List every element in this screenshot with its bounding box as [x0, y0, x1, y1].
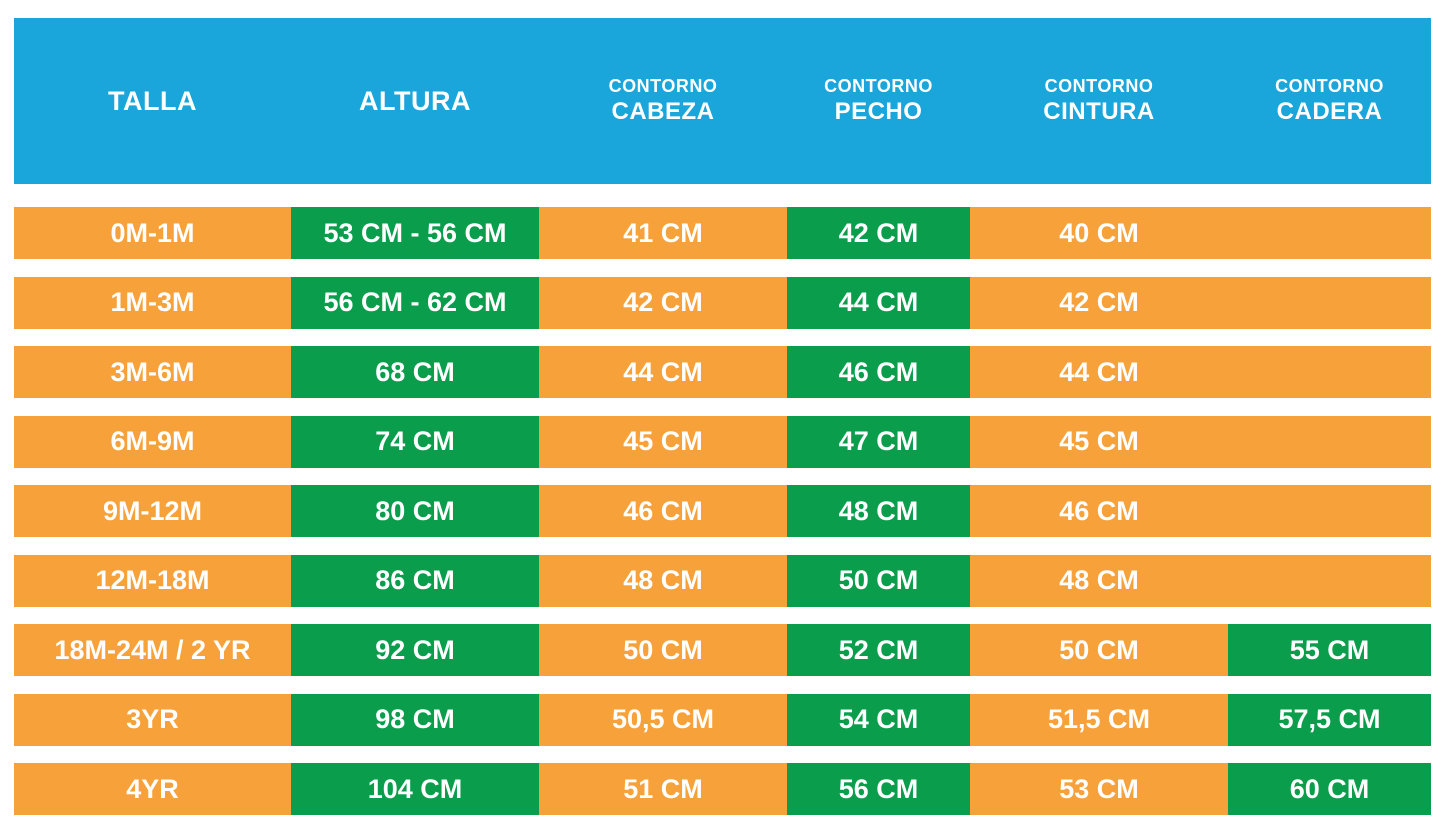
cell-cabeza: 50,5 CM: [539, 693, 787, 746]
cell-altura: 98 CM: [291, 693, 539, 746]
cell-cintura: 45 CM: [970, 415, 1228, 468]
cell-cadera: [1228, 485, 1431, 537]
cell-talla: 12M-18M: [14, 554, 291, 607]
cell-pecho: 47 CM: [787, 415, 970, 468]
cell-pecho: 50 CM: [787, 554, 970, 607]
cell-cintura: 53 CM: [970, 763, 1228, 815]
cell-cabeza: 45 CM: [539, 415, 787, 468]
cell-cadera: 55 CM: [1228, 624, 1431, 676]
header-cell-contorno-cabeza: CONTORNO CABEZA: [539, 18, 787, 184]
cell-cadera: [1228, 415, 1431, 468]
cell-cintura: 40 CM: [970, 207, 1228, 259]
cell-cabeza: 46 CM: [539, 485, 787, 537]
cell-talla: 3YR: [14, 693, 291, 746]
cell-altura: 56 CM - 62 CM: [291, 276, 539, 329]
cell-altura: 80 CM: [291, 485, 539, 537]
header-cell-contorno-cadera: CONTORNO CADERA: [1228, 18, 1431, 184]
cell-altura: 68 CM: [291, 346, 539, 398]
header-cell-altura: ALTURA: [291, 18, 539, 184]
cell-cintura: 51,5 CM: [970, 693, 1228, 746]
cell-cadera: [1228, 346, 1431, 398]
cell-altura: 86 CM: [291, 554, 539, 607]
cell-talla: 1M-3M: [14, 276, 291, 329]
header-label: CADERA: [1276, 97, 1383, 125]
cell-cintura: 48 CM: [970, 554, 1228, 607]
cell-pecho: 56 CM: [787, 763, 970, 815]
cell-cintura: 44 CM: [970, 346, 1228, 398]
cell-altura: 104 CM: [291, 763, 539, 815]
header-label-top: CONTORNO: [1275, 76, 1384, 97]
cell-cadera: [1228, 554, 1431, 607]
cell-cintura: 42 CM: [970, 276, 1228, 329]
cell-pecho: 48 CM: [787, 485, 970, 537]
header-cell-contorno-cintura: CONTORNO CINTURA: [970, 18, 1228, 184]
cell-pecho: 44 CM: [787, 276, 970, 329]
cell-altura: 92 CM: [291, 624, 539, 676]
cell-talla: 3M-6M: [14, 346, 291, 398]
cell-pecho: 42 CM: [787, 207, 970, 259]
cell-cabeza: 50 CM: [539, 624, 787, 676]
cell-cabeza: 44 CM: [539, 346, 787, 398]
cell-cadera: [1228, 276, 1431, 329]
table-row: 9M-12M 80 CM 46 CM 48 CM 46 CM: [14, 485, 1431, 537]
cell-pecho: 46 CM: [787, 346, 970, 398]
table-header: TALLA ALTURA CONTORNO CABEZA CONTORNO PE…: [14, 18, 1431, 184]
header-cell-talla: TALLA: [14, 18, 291, 184]
cell-cintura: 50 CM: [970, 624, 1228, 676]
table-row: 3YR 98 CM 50,5 CM 54 CM 51,5 CM 57,5 CM: [14, 693, 1431, 746]
table-row: 3M-6M 68 CM 44 CM 46 CM 44 CM: [14, 346, 1431, 398]
cell-talla: 6M-9M: [14, 415, 291, 468]
cell-cadera: [1228, 207, 1431, 259]
header-label: CABEZA: [611, 97, 715, 125]
cell-cabeza: 48 CM: [539, 554, 787, 607]
table-row: 1M-3M 56 CM - 62 CM 42 CM 44 CM 42 CM: [14, 276, 1431, 329]
cell-talla: 9M-12M: [14, 485, 291, 537]
cell-altura: 74 CM: [291, 415, 539, 468]
size-chart-table: TALLA ALTURA CONTORNO CABEZA CONTORNO PE…: [14, 18, 1431, 815]
header-cell-contorno-pecho: CONTORNO PECHO: [787, 18, 970, 184]
cell-cabeza: 51 CM: [539, 763, 787, 815]
cell-talla: 4YR: [14, 763, 291, 815]
table-row: 12M-18M 86 CM 48 CM 50 CM 48 CM: [14, 554, 1431, 607]
cell-cintura: 46 CM: [970, 485, 1228, 537]
header-label: TALLA: [108, 85, 197, 116]
table-row: 6M-9M 74 CM 45 CM 47 CM 45 CM: [14, 415, 1431, 468]
cell-talla: 0M-1M: [14, 207, 291, 259]
table-row: 0M-1M 53 CM - 56 CM 41 CM 42 CM 40 CM: [14, 207, 1431, 259]
header-label-top: CONTORNO: [824, 76, 933, 97]
cell-pecho: 52 CM: [787, 624, 970, 676]
cell-cadera: 57,5 CM: [1228, 693, 1431, 746]
table-row: 4YR 104 CM 51 CM 56 CM 53 CM 60 CM: [14, 763, 1431, 815]
cell-altura: 53 CM - 56 CM: [291, 207, 539, 259]
header-label: CINTURA: [1043, 97, 1155, 125]
table-body: 0M-1M 53 CM - 56 CM 41 CM 42 CM 40 CM 1M…: [14, 207, 1431, 815]
table-row: 18M-24M / 2 YR 92 CM 50 CM 52 CM 50 CM 5…: [14, 624, 1431, 676]
header-label: ALTURA: [359, 85, 471, 116]
cell-cadera: 60 CM: [1228, 763, 1431, 815]
header-label-top: CONTORNO: [1044, 76, 1154, 97]
cell-talla: 18M-24M / 2 YR: [14, 624, 291, 676]
cell-pecho: 54 CM: [787, 693, 970, 746]
cell-cabeza: 41 CM: [539, 207, 787, 259]
header-label-top: CONTORNO: [608, 76, 718, 97]
cell-cabeza: 42 CM: [539, 276, 787, 329]
header-label: PECHO: [834, 97, 923, 125]
